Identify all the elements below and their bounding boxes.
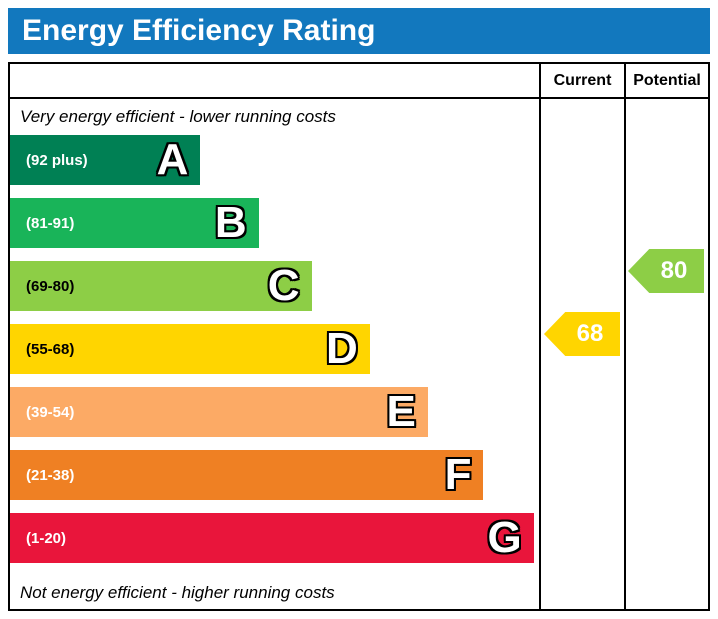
- main-header-cell: [10, 64, 539, 97]
- bands-column: Very energy efficient - lower running co…: [10, 99, 539, 609]
- band-letter: G: [487, 513, 522, 562]
- band-range-label: (1-20): [26, 529, 67, 547]
- band-range-label: (92 plus): [26, 151, 88, 169]
- band-letter: F: [444, 450, 472, 499]
- title-bar: Energy Efficiency Rating: [8, 8, 710, 54]
- current-column: 68: [539, 99, 624, 609]
- band-range-label: (81-91): [26, 214, 75, 232]
- potential-column-header: Potential: [624, 64, 708, 97]
- energy-efficiency-chart: Current Potential Very energy efficient …: [8, 62, 710, 611]
- band-row-c: (69-80) C: [10, 261, 312, 311]
- band-letter: E: [386, 387, 416, 436]
- band-row-a: (92 plus) A: [10, 135, 201, 185]
- band-range-label: (21-38): [26, 466, 75, 484]
- band-range-label: (55-68): [26, 340, 75, 358]
- current-column-header: Current: [539, 64, 624, 97]
- potential-column: 80: [624, 99, 708, 609]
- band-letter: C: [267, 261, 300, 310]
- current-rating-arrow: 68: [544, 312, 620, 356]
- potential-rating-value: 80: [660, 257, 688, 284]
- band-row-g: (1-20) G: [10, 513, 534, 563]
- column-header-row: Current Potential: [10, 64, 708, 99]
- page-title: Energy Efficiency Rating: [22, 14, 376, 47]
- band-letter: D: [325, 324, 358, 373]
- band-letter: B: [214, 198, 247, 247]
- band-row-b: (81-91) B: [10, 198, 259, 248]
- bottom-note: Not energy efficient - higher running co…: [20, 583, 335, 602]
- band-letter: A: [156, 135, 189, 184]
- current-rating-value: 68: [576, 320, 604, 347]
- band-row-f: (21-38) F: [10, 450, 484, 500]
- band-row-e: (39-54) E: [10, 387, 428, 437]
- band-row-d: (55-68) D: [10, 324, 370, 374]
- chart-body: Very energy efficient - lower running co…: [10, 99, 708, 609]
- band-range-label: (69-80): [26, 277, 75, 295]
- top-note: Very energy efficient - lower running co…: [20, 107, 336, 126]
- potential-rating-arrow: 80: [628, 249, 704, 293]
- band-range-label: (39-54): [26, 403, 75, 421]
